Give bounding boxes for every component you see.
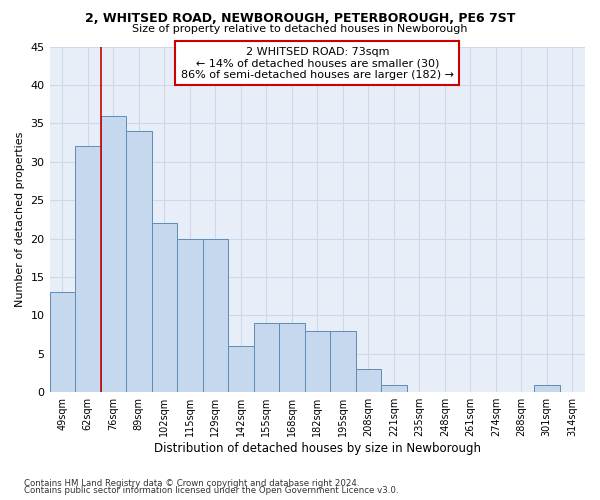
Bar bbox=[381, 384, 407, 392]
Text: 2 WHITSED ROAD: 73sqm
← 14% of detached houses are smaller (30)
86% of semi-deta: 2 WHITSED ROAD: 73sqm ← 14% of detached … bbox=[181, 46, 454, 80]
Text: Contains public sector information licensed under the Open Government Licence v3: Contains public sector information licen… bbox=[24, 486, 398, 495]
Bar bbox=[254, 323, 279, 392]
Y-axis label: Number of detached properties: Number of detached properties bbox=[15, 132, 25, 307]
Bar bbox=[75, 146, 101, 392]
Bar bbox=[356, 369, 381, 392]
X-axis label: Distribution of detached houses by size in Newborough: Distribution of detached houses by size … bbox=[154, 442, 481, 455]
Text: 2, WHITSED ROAD, NEWBOROUGH, PETERBOROUGH, PE6 7ST: 2, WHITSED ROAD, NEWBOROUGH, PETERBOROUG… bbox=[85, 12, 515, 26]
Bar bbox=[50, 292, 75, 392]
Bar bbox=[279, 323, 305, 392]
Bar bbox=[305, 330, 330, 392]
Bar bbox=[203, 238, 228, 392]
Text: Size of property relative to detached houses in Newborough: Size of property relative to detached ho… bbox=[132, 24, 468, 34]
Text: Contains HM Land Registry data © Crown copyright and database right 2024.: Contains HM Land Registry data © Crown c… bbox=[24, 478, 359, 488]
Bar bbox=[126, 131, 152, 392]
Bar bbox=[101, 116, 126, 392]
Bar bbox=[152, 223, 177, 392]
Bar bbox=[534, 384, 560, 392]
Bar bbox=[228, 346, 254, 392]
Bar bbox=[330, 330, 356, 392]
Bar bbox=[177, 238, 203, 392]
